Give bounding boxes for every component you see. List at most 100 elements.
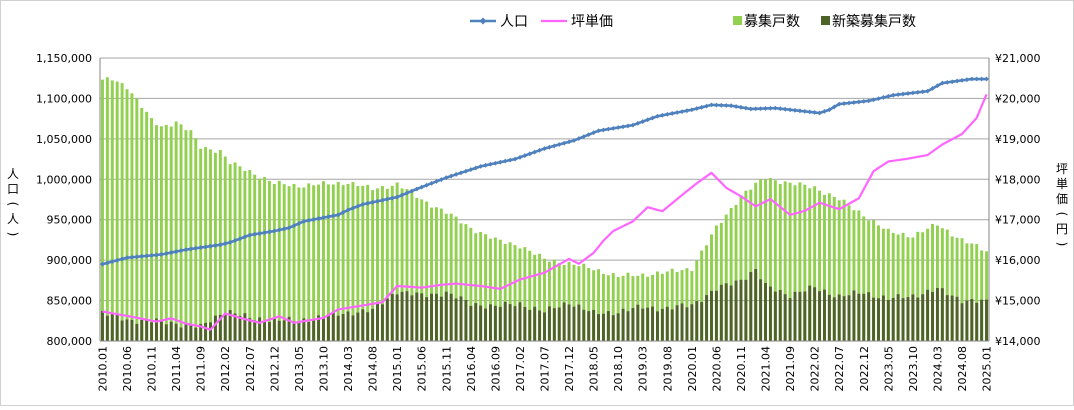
population-marker <box>247 232 253 238</box>
bar-total-listings <box>169 126 173 341</box>
bar-total-listings <box>700 250 704 341</box>
x-tick-label: 2020.06 <box>710 346 723 392</box>
bar-new-listings <box>872 297 876 341</box>
y-left-axis-title: 人口(人) <box>6 167 20 236</box>
bar-new-listings <box>985 299 989 341</box>
bar-total-listings <box>194 138 198 341</box>
population-marker <box>974 76 980 82</box>
population-marker <box>483 162 488 168</box>
bar-total-listings <box>513 245 517 341</box>
bar-new-listings <box>690 304 694 341</box>
bar-new-listings <box>120 320 124 341</box>
x-tick-label: 2013.05 <box>293 346 306 392</box>
population-marker <box>286 225 292 231</box>
population-marker <box>738 104 744 110</box>
population-marker <box>168 250 174 255</box>
population-marker <box>434 179 439 184</box>
bar-new-listings <box>395 294 399 341</box>
population-marker <box>468 167 474 172</box>
bar-total-listings <box>488 238 492 341</box>
bar-new-listings <box>803 291 807 341</box>
y-left-tick-label: 1,100,000 <box>36 92 92 105</box>
bar-new-listings <box>145 319 149 341</box>
population-marker <box>419 184 425 190</box>
bar-total-listings <box>380 186 384 341</box>
bar-new-listings <box>287 316 291 341</box>
bar-new-listings <box>867 292 871 341</box>
bar-new-listings <box>700 302 704 341</box>
population-marker <box>664 111 670 117</box>
bar-new-listings <box>434 293 438 341</box>
bar-total-listings <box>523 247 527 341</box>
bar-new-listings <box>533 306 537 341</box>
bar-total-listings <box>307 183 311 341</box>
bar-new-listings <box>562 302 566 341</box>
population-marker <box>881 95 886 100</box>
bar-new-listings <box>228 310 232 341</box>
bar-new-listings <box>484 308 488 341</box>
legend-label: 人口 <box>500 14 528 30</box>
bar-new-listings <box>970 299 974 341</box>
x-tick-label: 2017.07 <box>539 346 552 392</box>
bar-total-listings <box>597 269 601 341</box>
bar-new-listings <box>430 293 434 341</box>
population-marker <box>723 103 729 108</box>
bar-new-listings <box>488 304 492 341</box>
population-marker <box>276 227 282 233</box>
x-tick-label: 2020.11 <box>735 346 748 392</box>
population-marker <box>610 125 616 131</box>
bar-new-listings <box>493 305 497 341</box>
y-left-tick-label: 800,000 <box>47 335 93 348</box>
bar-total-listings <box>120 83 124 342</box>
bar-new-listings <box>695 301 699 341</box>
bar-total-listings <box>655 271 659 341</box>
bar-total-listings <box>714 225 718 341</box>
legend-item: 坪単価 <box>541 14 613 30</box>
population-marker <box>497 159 503 165</box>
bar-new-listings <box>267 322 271 341</box>
bar-total-listings <box>243 170 247 341</box>
population-marker <box>296 221 302 226</box>
bar-total-listings <box>729 208 733 341</box>
bar-new-listings <box>616 313 620 341</box>
bar-total-listings <box>940 228 944 341</box>
population-marker <box>213 243 218 248</box>
bar-total-listings <box>759 179 763 341</box>
bar-total-listings <box>965 243 969 341</box>
bar-new-listings <box>660 308 664 341</box>
population-marker <box>306 218 312 223</box>
y-left-tick-label: 1,150,000 <box>36 52 92 65</box>
legend-label: 坪単価 <box>571 14 613 30</box>
legend-label: 新築募集戸数 <box>832 13 916 30</box>
x-tick-label: 2016.04 <box>465 346 478 392</box>
bar-total-listings <box>444 213 448 341</box>
bar-new-listings <box>611 315 615 341</box>
bar-total-listings <box>842 199 846 341</box>
y-right-tick-label: ¥17,000 <box>995 214 1041 227</box>
population-marker <box>173 249 179 254</box>
population-marker <box>704 103 709 109</box>
population-marker <box>743 105 749 111</box>
bar-total-listings <box>960 238 964 341</box>
bar-total-listings <box>773 180 777 341</box>
population-marker <box>797 108 803 114</box>
bar-new-listings <box>263 321 267 341</box>
x-tick-label: 2025.01 <box>981 346 994 392</box>
population-marker <box>252 231 258 237</box>
bar-new-listings <box>886 299 890 341</box>
y-left-tick-label: 1,050,000 <box>36 133 92 146</box>
bar-total-listings <box>768 178 772 341</box>
x-tick-label: 2011.04 <box>170 346 183 392</box>
population-marker <box>183 247 189 253</box>
bar-new-listings <box>837 294 841 341</box>
bar-total-listings <box>921 232 925 341</box>
population-marker <box>856 99 862 105</box>
y-left-tick-label: 850,000 <box>47 295 93 308</box>
bar-total-listings <box>587 268 591 341</box>
x-tick-label: 2016.09 <box>489 346 502 392</box>
x-tick-label: 2014.08 <box>367 346 380 392</box>
population-marker <box>640 119 646 124</box>
legend-swatch-box <box>821 16 830 25</box>
population-marker <box>650 115 655 121</box>
